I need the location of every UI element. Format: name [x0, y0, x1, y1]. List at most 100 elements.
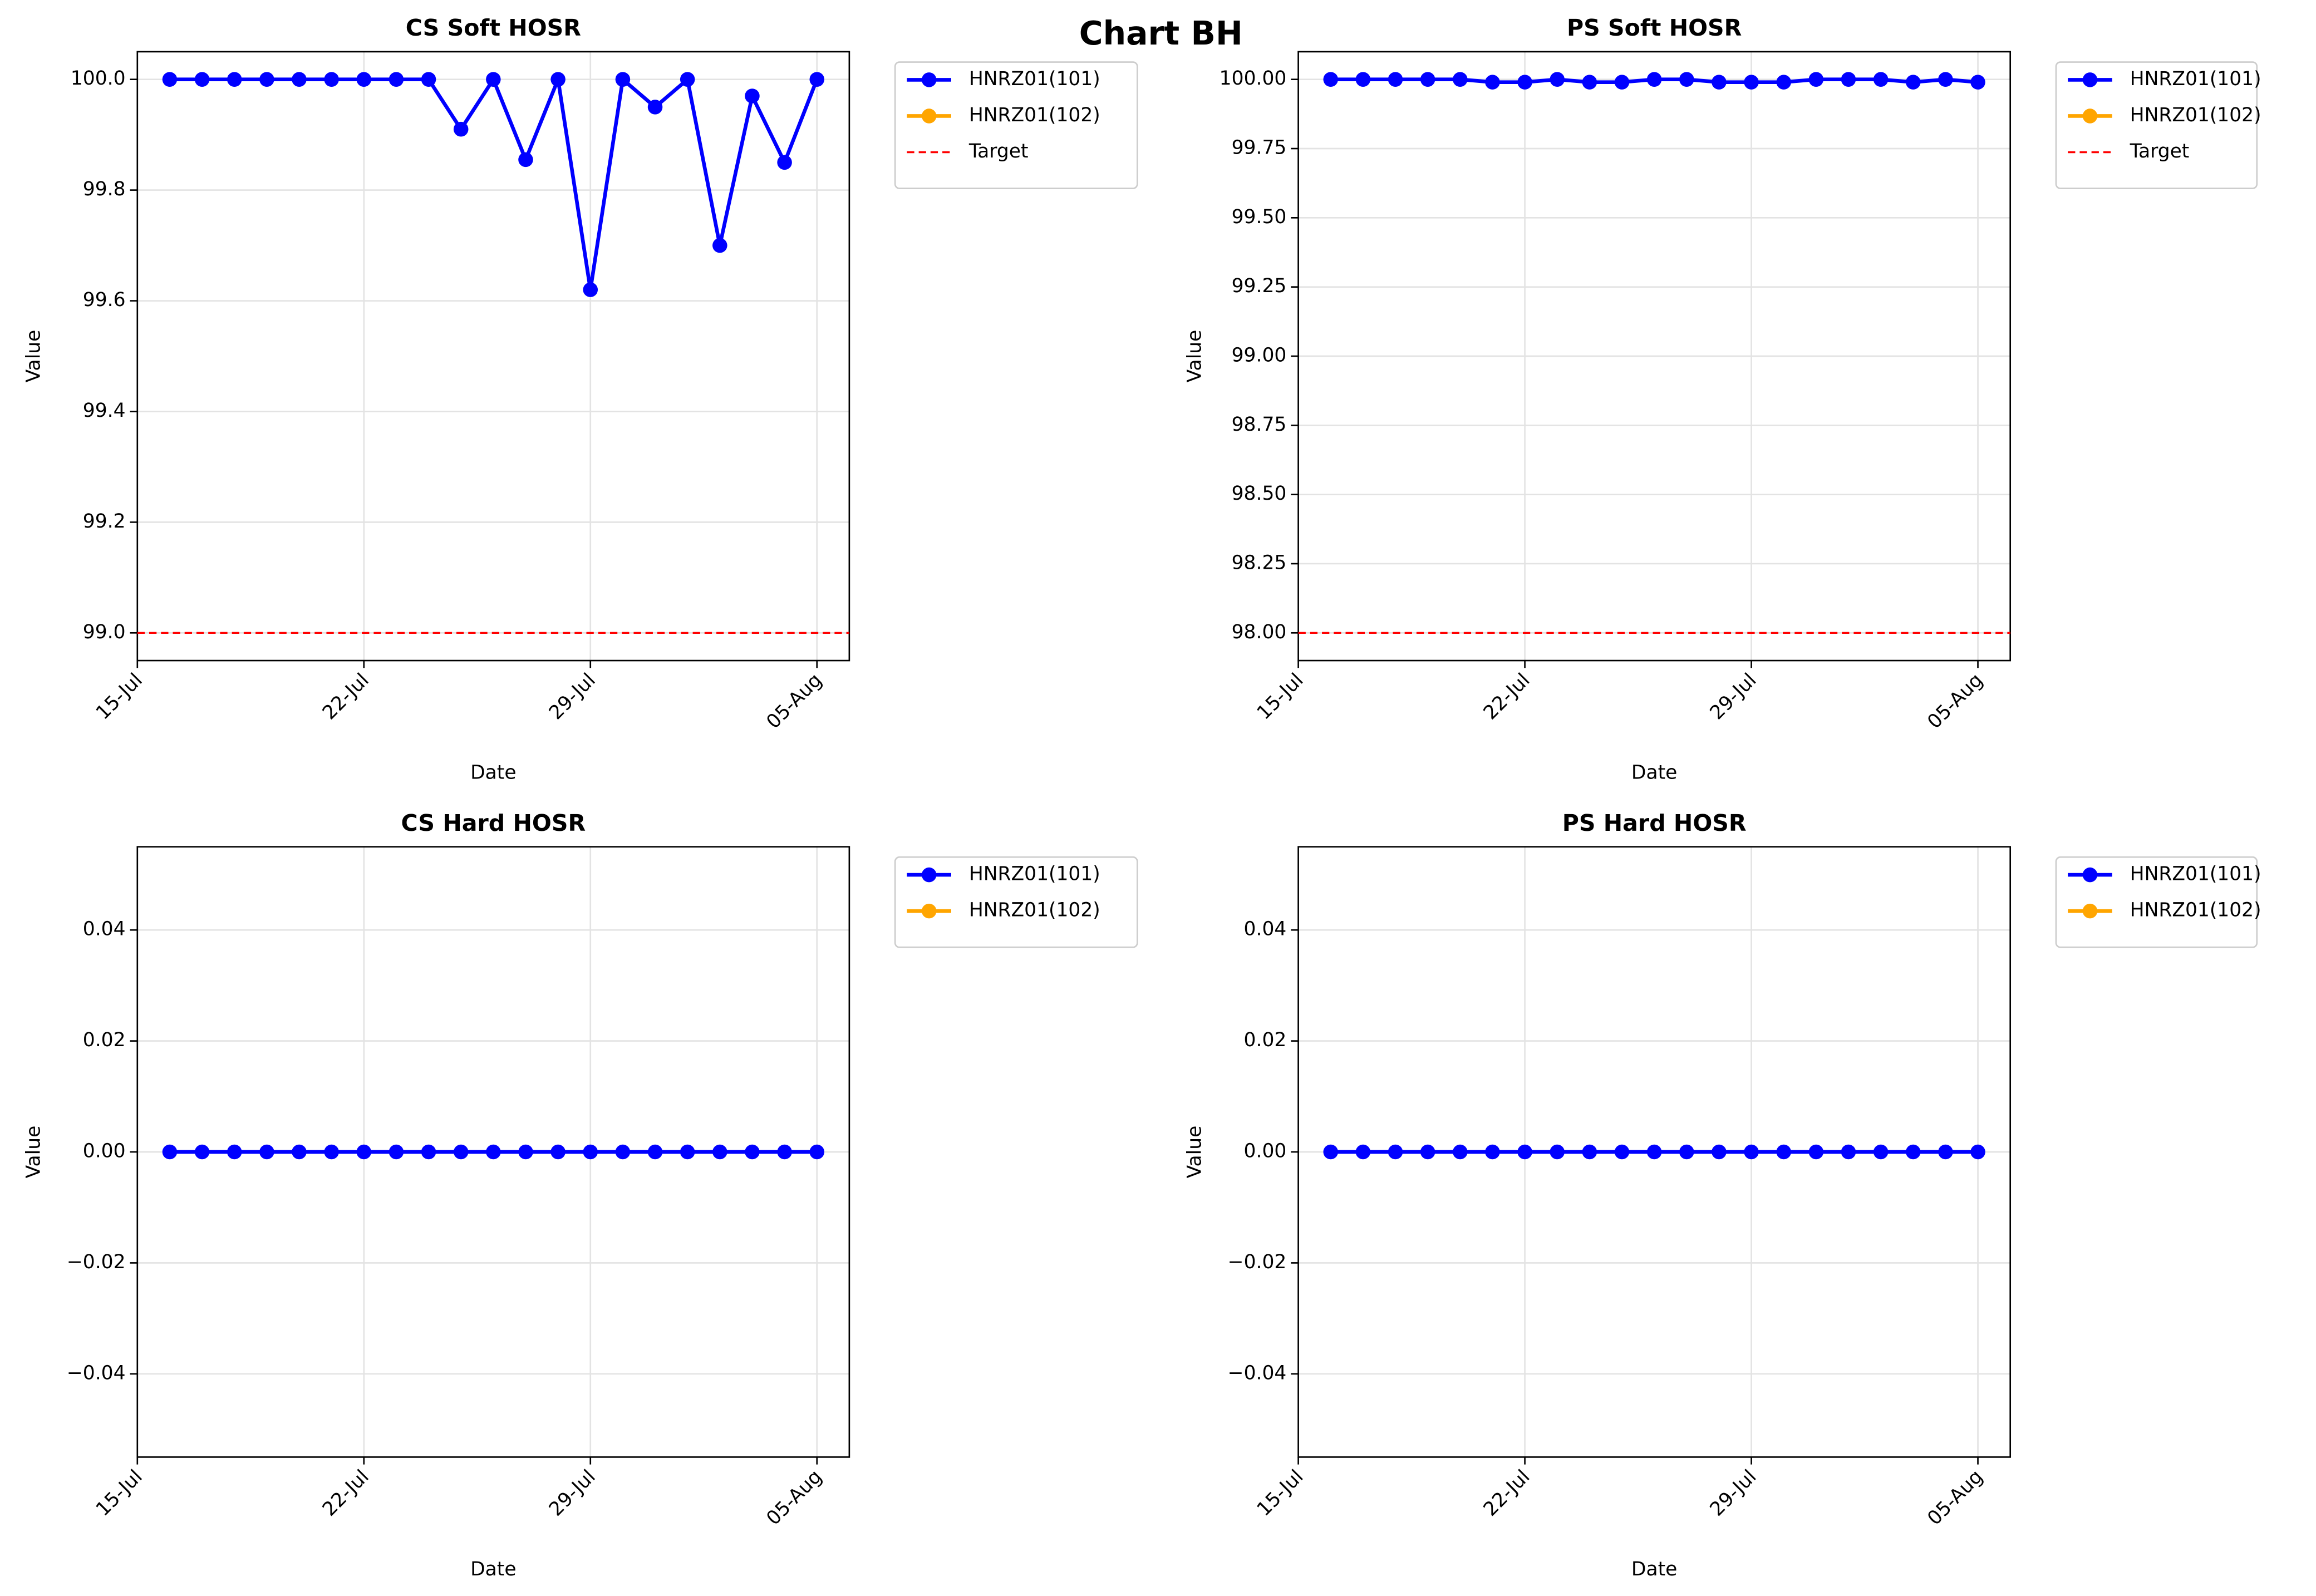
x-tick-label: 22-Jul — [1479, 669, 1535, 724]
data-point — [615, 1144, 631, 1160]
data-point — [1873, 1144, 1889, 1160]
y-tick-label: 99.00 — [1232, 344, 1287, 366]
x-axis-label: Date — [1631, 1558, 1677, 1580]
data-point — [389, 1144, 404, 1160]
data-point — [292, 72, 307, 87]
data-point — [1873, 72, 1889, 87]
x-tick-label: 15-Jul — [1253, 1466, 1308, 1521]
x-axis-label: Date — [470, 761, 516, 784]
data-point — [1420, 72, 1435, 87]
data-point — [1841, 1144, 1856, 1160]
legend-marker — [921, 903, 937, 919]
data-point — [421, 1144, 436, 1160]
x-tick-label: 22-Jul — [318, 1466, 373, 1521]
data-point — [518, 152, 533, 168]
data-point — [1841, 72, 1856, 87]
y-tick-label: 0.04 — [1244, 918, 1287, 940]
data-point — [1905, 1144, 1921, 1160]
data-point — [1485, 75, 1500, 90]
data-point — [647, 100, 663, 115]
data-point — [1614, 75, 1630, 90]
data-point — [1517, 1144, 1532, 1160]
data-point — [680, 1144, 695, 1160]
data-point — [162, 72, 178, 87]
x-tick-label: 29-Jul — [1706, 1466, 1761, 1521]
legend-label: HNRZ01(101) — [969, 68, 1100, 90]
data-point — [777, 1144, 792, 1160]
x-tick-label: 22-Jul — [1479, 1466, 1535, 1521]
legend-marker — [921, 867, 937, 883]
data-point — [647, 1144, 663, 1160]
data-point — [712, 238, 727, 253]
data-point — [259, 72, 274, 87]
data-point — [259, 1144, 274, 1160]
x-tick-label: 29-Jul — [1706, 669, 1761, 724]
y-tick-label: 99.75 — [1232, 136, 1287, 159]
data-point — [324, 1144, 339, 1160]
y-tick-label: 0.02 — [1244, 1029, 1287, 1051]
x-tick-label: 15-Jul — [92, 1466, 147, 1521]
y-tick-label: −0.04 — [1228, 1362, 1287, 1384]
y-tick-label: 0.02 — [83, 1029, 126, 1051]
data-point — [1614, 1144, 1630, 1160]
data-point — [1420, 1144, 1435, 1160]
x-axis-label: Date — [1631, 761, 1677, 784]
legend-label: Target — [2130, 140, 2190, 162]
data-point — [518, 1144, 533, 1160]
y-tick-label: 100.0 — [71, 67, 126, 90]
y-axis-label: Value — [1183, 1126, 1206, 1179]
plot-frame — [1297, 846, 2012, 1458]
legend-box — [894, 856, 1138, 948]
data-point — [453, 121, 469, 137]
data-point — [1550, 1144, 1565, 1160]
data-point — [389, 72, 404, 87]
y-tick-label: 98.75 — [1232, 413, 1287, 436]
data-point — [421, 72, 436, 87]
y-tick-label: 99.50 — [1232, 206, 1287, 228]
data-point — [453, 1144, 469, 1160]
legend-marker — [921, 72, 937, 87]
figure-title: Chart BH — [1079, 14, 1243, 52]
x-tick-label: 15-Jul — [1253, 669, 1308, 724]
y-tick-label: 98.00 — [1232, 621, 1287, 643]
data-point — [1808, 1144, 1824, 1160]
data-point — [324, 72, 339, 87]
legend-marker — [2082, 72, 2098, 87]
chart-title: PS Hard HOSR — [1562, 810, 1747, 836]
chart-title: CS Hard HOSR — [401, 810, 586, 836]
data-point — [1679, 72, 1694, 87]
data-point — [1388, 72, 1403, 87]
legend-box — [894, 61, 1138, 189]
y-tick-label: 98.25 — [1232, 551, 1287, 574]
plot-frame — [136, 51, 850, 662]
data-point — [1744, 75, 1759, 90]
legend-marker — [2082, 109, 2098, 124]
data-point — [809, 72, 825, 87]
legend-label: HNRZ01(102) — [969, 899, 1100, 922]
data-point — [227, 1144, 242, 1160]
data-point — [1938, 1144, 1953, 1160]
x-tick-label: 05-Aug — [1923, 1466, 1987, 1530]
legend-marker — [2082, 867, 2098, 883]
data-point — [1517, 75, 1532, 90]
y-tick-label: 99.6 — [83, 289, 126, 311]
chart-title: PS Soft HOSR — [1567, 14, 1742, 41]
data-point — [356, 72, 372, 87]
x-tick-label: 22-Jul — [318, 669, 373, 724]
x-tick-label: 29-Jul — [545, 1466, 600, 1521]
legend-label: HNRZ01(101) — [2130, 68, 2261, 90]
data-point — [1679, 1144, 1694, 1160]
data-point — [1582, 1144, 1597, 1160]
y-tick-label: 99.8 — [83, 178, 126, 200]
data-point — [1582, 75, 1597, 90]
x-tick-label: 29-Jul — [545, 669, 600, 724]
x-tick-label: 05-Aug — [1923, 669, 1987, 733]
legend-label: HNRZ01(101) — [2130, 863, 2261, 885]
data-point — [486, 72, 501, 87]
data-point — [712, 1144, 727, 1160]
data-point — [162, 1144, 178, 1160]
data-point — [1744, 1144, 1759, 1160]
data-point — [615, 72, 631, 87]
x-tick-label: 15-Jul — [92, 669, 147, 724]
